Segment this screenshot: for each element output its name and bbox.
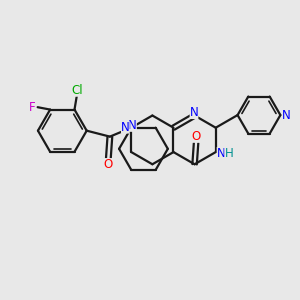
Text: O: O [191, 130, 201, 143]
Text: N: N [217, 147, 225, 160]
Text: N: N [121, 121, 130, 134]
Text: N: N [128, 119, 137, 132]
Text: H: H [224, 147, 233, 160]
Text: Cl: Cl [71, 84, 83, 97]
Text: N: N [282, 109, 291, 122]
Text: F: F [29, 101, 36, 114]
Text: N: N [190, 106, 198, 119]
Text: O: O [104, 158, 113, 171]
